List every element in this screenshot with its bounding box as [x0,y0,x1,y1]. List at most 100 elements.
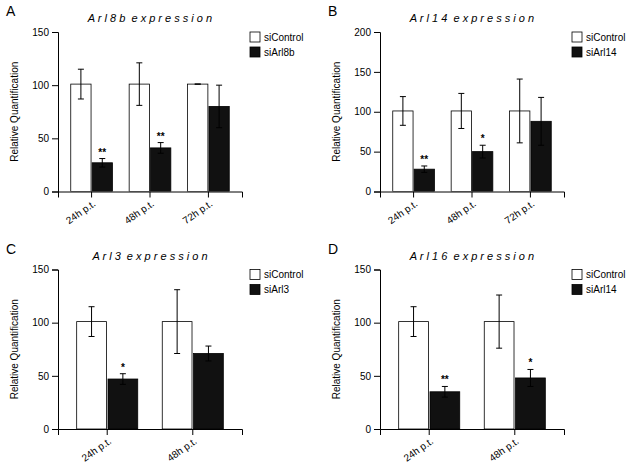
error-bar-cap [205,346,211,347]
tick: 100 [32,80,58,91]
error-bar-stem [541,97,542,145]
bar [430,392,460,429]
error-bar-stem [402,97,403,126]
y-axis: 050100150 [354,264,380,435]
bar [473,152,493,192]
error-bar-cap [538,97,544,98]
error-bar [480,145,486,158]
tick-mark [107,429,108,435]
y-axis: 050100150200 [354,27,380,198]
tick-mark [472,192,473,198]
error-bar [216,85,222,128]
tick: 48h p.t. [444,192,478,227]
plot-area: 05010015024h p.t.48h p.t.Relative Quanti… [331,250,625,464]
legend-swatch [250,32,260,42]
error-bar-cap [480,158,486,159]
panel: B05010015020024h p.t.48h p.t.72h p.t.Rel… [328,3,625,226]
tick-mark [150,192,151,198]
error-bar-cap [517,79,523,80]
axis-title: Relative Quantification [331,299,342,399]
error-bar-cap [496,295,502,296]
legend-swatch [572,47,582,57]
marks [393,79,551,191]
tick-mark [374,72,380,73]
panel: D05010015024h p.t.48h p.t.Relative Quant… [328,241,625,464]
legend-swatch [572,285,582,295]
error-bar-stem [80,69,81,99]
error-bar-stem [461,93,462,128]
tick: 0 [43,186,58,197]
tick-label: 0 [43,424,49,435]
error-bar [517,79,523,143]
error-bar-cap [89,336,95,337]
tick: 0 [365,186,380,197]
error-bar-stem [102,159,103,168]
error-bar-cap [421,165,427,166]
error-bar [99,159,105,168]
tick: 0 [365,424,380,435]
legend-swatch [572,32,582,42]
error-bar-stem [208,346,209,361]
error-bar-cap [216,85,222,86]
legend-swatch [250,285,260,295]
error-bar-stem [444,386,445,397]
error-bar-stem [482,145,483,158]
annotation: ** [157,131,165,142]
x-axis: 24h p.t.48h p.t.72h p.t. [381,192,565,227]
tick-mark [52,270,58,271]
tick-mark [374,270,380,271]
error-bar-stem [424,166,425,172]
error-bar-stem [122,374,123,385]
error-bar-cap [195,84,201,85]
error-bar [158,143,164,154]
axis-line [381,192,565,198]
legend: siControlsiArl3 [250,269,303,295]
tick: 24h p.t. [64,192,98,227]
tick: 48h p.t. [122,192,156,227]
x-axis: 24h p.t.48h p.t. [381,429,565,464]
tick-mark [52,32,58,33]
tick: 150 [354,67,380,78]
error-bar-cap [458,128,464,129]
tick: 100 [354,317,380,328]
title: A r l 3 e x p r e s s i o n [91,250,207,262]
tick: 0 [43,424,58,435]
error-bar-cap [158,153,164,154]
tick-label: 100 [354,317,371,328]
tick-label: 24h p.t. [64,198,98,226]
error-bar-stem [219,85,220,128]
tick-mark [52,192,58,193]
error-bar-cap [205,360,211,361]
error-bar-cap [158,142,164,143]
legend-swatch [572,270,582,280]
axis-line [59,430,243,436]
error-bar-stem [499,295,500,348]
legend-item: siArl14 [572,284,617,295]
marks [71,63,229,192]
error-bar [195,84,201,85]
legend-item: siControl [572,269,625,280]
panel-label: A [6,3,16,19]
error-bar-cap [411,306,417,307]
panel-label: C [6,241,16,257]
error-bar-cap [120,373,126,374]
bar [414,169,434,191]
tick-mark [514,429,515,435]
plot-area: 05010015024h p.t.48h p.t.72h p.t.Relativ… [9,12,303,226]
figure: A05010015024h p.t.48h p.t.72h p.t.Relati… [0,0,644,475]
error-bar-cap [442,386,448,387]
error-bar-cap [120,384,126,385]
annotation: * [121,362,125,373]
error-bar [400,97,406,126]
error-bar-cap [136,62,142,63]
panel-label: B [328,3,337,19]
tick: 24h p.t. [401,429,435,464]
error-bar-cap [458,93,464,94]
tick-mark [374,192,380,193]
error-bar-cap [411,336,417,337]
axis-title: Relative Quantification [9,62,20,162]
tick-mark [52,85,58,86]
legend-label: siArl14 [586,47,617,58]
error-bar [205,346,211,361]
series [399,322,514,429]
